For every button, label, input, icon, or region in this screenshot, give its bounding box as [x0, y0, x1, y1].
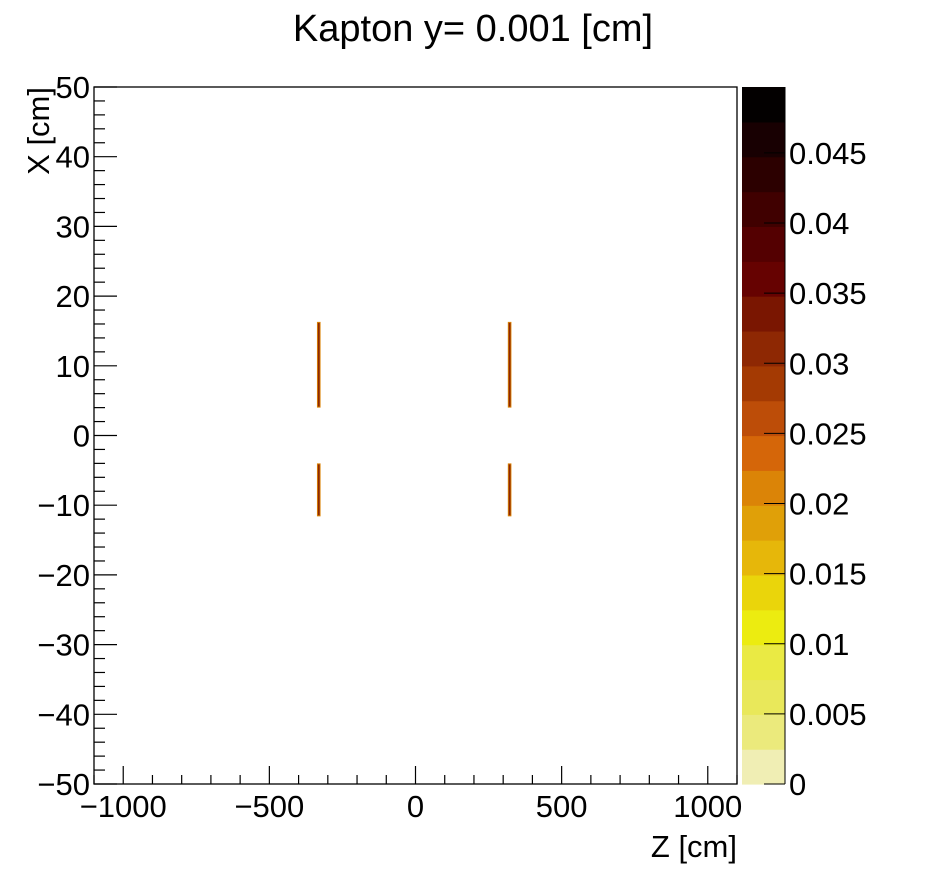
y-tick-label: −20: [37, 558, 90, 593]
palette-band: [742, 714, 785, 750]
palette-band: [742, 121, 785, 158]
y-tick-label: 50: [56, 70, 90, 105]
palette-band: [742, 296, 785, 332]
palette-tick-label: 0.02: [789, 487, 849, 522]
palette-band: [742, 156, 785, 193]
y-tick-label: 10: [56, 349, 90, 384]
y-tick-label: −50: [37, 767, 90, 802]
x-tick-label: −1000: [80, 789, 167, 824]
palette-band: [742, 679, 785, 715]
material-segment: [508, 464, 511, 516]
palette-band: [742, 365, 785, 402]
y-tick-label: 40: [56, 140, 90, 175]
palette-tick-label: 0.045: [789, 136, 867, 171]
y-tick-label: 20: [56, 279, 90, 314]
y-tick-label: −40: [37, 697, 90, 732]
palette-tick-label: 0.03: [789, 346, 849, 381]
palette-tick-label: 0.015: [789, 557, 867, 592]
material-segment: [317, 464, 320, 516]
palette-band: [742, 87, 785, 123]
chart-title: Kapton y= 0.001 [cm]: [292, 8, 654, 50]
palette-tick-label: 0.035: [789, 276, 867, 311]
x-axis: −1000 −500 0 500 1000: [80, 766, 742, 824]
plot-background: [94, 87, 737, 784]
x-tick-label: 0: [407, 789, 424, 824]
palette-band: [742, 261, 785, 297]
color-palette-axis: 0 0.005 0.01 0.015 0.02 0.025 0.03 0.035 0.04 0.0…: [764, 87, 867, 802]
palette-band: [742, 540, 785, 576]
palette-band: [742, 400, 785, 437]
plot-area: [94, 87, 737, 784]
palette-tick-label: 0.04: [789, 206, 849, 241]
y-tick-label: 0: [73, 419, 90, 454]
color-palette: [742, 87, 785, 785]
palette-tick-label: 0.025: [789, 416, 867, 451]
material-segment: [317, 322, 320, 407]
palette-tick-label: 0.01: [789, 627, 849, 662]
palette-band: [742, 470, 785, 506]
palette-band: [742, 435, 785, 471]
palette-band: [742, 574, 785, 611]
y-axis: −50 −40 −30 −20 −10 0 10 20 30 40 50: [37, 70, 117, 802]
x-tick-label: −500: [234, 789, 304, 824]
y-axis-title: X [cm]: [21, 87, 56, 175]
x-tick-label: 500: [536, 789, 588, 824]
palette-tick-label: 0: [789, 767, 806, 802]
palette-band: [742, 226, 785, 262]
palette-tick-label: 0.005: [789, 697, 867, 732]
palette-band: [742, 749, 785, 785]
x-axis-title: Z [cm]: [651, 829, 737, 864]
palette-band: [742, 505, 785, 541]
y-tick-label: −10: [37, 488, 90, 523]
palette-band: [742, 330, 785, 367]
palette-band: [742, 644, 785, 681]
data-segments: [316, 321, 512, 517]
y-tick-label: −30: [37, 628, 90, 663]
palette-band: [742, 191, 785, 227]
material-segment: [508, 322, 511, 407]
y-tick-label: 30: [56, 209, 90, 244]
x-tick-label: 1000: [673, 789, 742, 824]
palette-band: [742, 609, 785, 646]
